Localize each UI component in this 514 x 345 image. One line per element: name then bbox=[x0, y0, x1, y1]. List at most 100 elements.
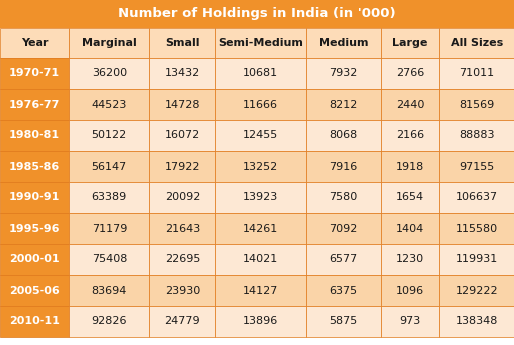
Text: Number of Holdings in India (in '000): Number of Holdings in India (in '000) bbox=[118, 8, 396, 20]
Text: 10681: 10681 bbox=[243, 69, 279, 79]
Text: 6577: 6577 bbox=[329, 255, 358, 265]
Bar bbox=[306, 182, 381, 213]
Text: 21643: 21643 bbox=[164, 224, 200, 234]
Bar bbox=[215, 213, 306, 244]
Bar bbox=[69, 244, 150, 275]
Text: 12455: 12455 bbox=[243, 130, 279, 140]
Bar bbox=[215, 306, 306, 337]
Bar bbox=[150, 120, 215, 151]
Bar bbox=[150, 58, 215, 89]
Bar bbox=[381, 213, 439, 244]
Bar bbox=[306, 89, 381, 120]
Text: 36200: 36200 bbox=[91, 69, 127, 79]
Text: 11666: 11666 bbox=[243, 99, 278, 109]
Bar bbox=[215, 151, 306, 182]
Text: 14261: 14261 bbox=[243, 224, 279, 234]
Text: 24779: 24779 bbox=[164, 316, 200, 326]
Text: 1096: 1096 bbox=[396, 286, 424, 296]
Text: 2440: 2440 bbox=[396, 99, 424, 109]
Text: 81569: 81569 bbox=[459, 99, 494, 109]
Bar bbox=[150, 306, 215, 337]
Bar bbox=[0, 0, 514, 28]
Text: 83694: 83694 bbox=[91, 286, 127, 296]
Bar bbox=[0, 182, 69, 213]
Text: All Sizes: All Sizes bbox=[451, 38, 503, 48]
Bar bbox=[150, 213, 215, 244]
Text: 2005-06: 2005-06 bbox=[9, 286, 60, 296]
Text: 1980-81: 1980-81 bbox=[9, 130, 60, 140]
Text: 23930: 23930 bbox=[164, 286, 200, 296]
Text: 17922: 17922 bbox=[164, 161, 200, 171]
Bar bbox=[150, 28, 215, 58]
Text: 973: 973 bbox=[399, 316, 421, 326]
Text: 6375: 6375 bbox=[329, 286, 358, 296]
Text: 7916: 7916 bbox=[329, 161, 358, 171]
Text: Semi-Medium: Semi-Medium bbox=[218, 38, 303, 48]
Bar bbox=[215, 28, 306, 58]
Bar bbox=[439, 275, 514, 306]
Text: 75408: 75408 bbox=[91, 255, 127, 265]
Text: 1654: 1654 bbox=[396, 193, 424, 203]
Text: 8068: 8068 bbox=[329, 130, 358, 140]
Text: 5875: 5875 bbox=[329, 316, 358, 326]
Bar bbox=[69, 151, 150, 182]
Bar bbox=[381, 89, 439, 120]
Text: 1230: 1230 bbox=[396, 255, 424, 265]
Bar bbox=[150, 244, 215, 275]
Text: 7092: 7092 bbox=[329, 224, 358, 234]
Text: 13896: 13896 bbox=[243, 316, 279, 326]
Bar bbox=[0, 213, 69, 244]
Bar bbox=[306, 275, 381, 306]
Bar bbox=[439, 120, 514, 151]
Text: 1404: 1404 bbox=[396, 224, 424, 234]
Bar bbox=[306, 120, 381, 151]
Bar bbox=[439, 58, 514, 89]
Bar bbox=[306, 213, 381, 244]
Text: 14728: 14728 bbox=[164, 99, 200, 109]
Text: Small: Small bbox=[165, 38, 199, 48]
Bar bbox=[69, 58, 150, 89]
Bar bbox=[215, 275, 306, 306]
Bar bbox=[439, 151, 514, 182]
Text: 16072: 16072 bbox=[164, 130, 200, 140]
Text: 138348: 138348 bbox=[455, 316, 498, 326]
Bar bbox=[381, 58, 439, 89]
Text: 1995-96: 1995-96 bbox=[9, 224, 60, 234]
Bar bbox=[439, 28, 514, 58]
Bar bbox=[381, 120, 439, 151]
Bar bbox=[381, 244, 439, 275]
Text: 1970-71: 1970-71 bbox=[9, 69, 60, 79]
Bar bbox=[381, 151, 439, 182]
Text: Medium: Medium bbox=[319, 38, 369, 48]
Text: 2000-01: 2000-01 bbox=[9, 255, 60, 265]
Bar bbox=[0, 28, 69, 58]
Text: 1990-91: 1990-91 bbox=[9, 193, 60, 203]
Bar bbox=[439, 306, 514, 337]
Bar bbox=[215, 182, 306, 213]
Bar bbox=[306, 244, 381, 275]
Bar bbox=[0, 244, 69, 275]
Text: Year: Year bbox=[21, 38, 48, 48]
Bar bbox=[439, 89, 514, 120]
Text: 50122: 50122 bbox=[91, 130, 127, 140]
Text: 44523: 44523 bbox=[91, 99, 127, 109]
Bar bbox=[150, 182, 215, 213]
Text: 1976-77: 1976-77 bbox=[9, 99, 60, 109]
Bar bbox=[381, 306, 439, 337]
Bar bbox=[150, 89, 215, 120]
Text: 56147: 56147 bbox=[91, 161, 127, 171]
Bar bbox=[69, 213, 150, 244]
Text: 1985-86: 1985-86 bbox=[9, 161, 60, 171]
Text: 71179: 71179 bbox=[91, 224, 127, 234]
Text: 14021: 14021 bbox=[243, 255, 279, 265]
Text: 13252: 13252 bbox=[243, 161, 279, 171]
Text: 106637: 106637 bbox=[455, 193, 498, 203]
Bar bbox=[0, 120, 69, 151]
Text: 129222: 129222 bbox=[455, 286, 498, 296]
Bar bbox=[69, 28, 150, 58]
Bar bbox=[0, 306, 69, 337]
Bar bbox=[306, 28, 381, 58]
Bar bbox=[439, 213, 514, 244]
Text: 7580: 7580 bbox=[329, 193, 358, 203]
Text: 63389: 63389 bbox=[91, 193, 127, 203]
